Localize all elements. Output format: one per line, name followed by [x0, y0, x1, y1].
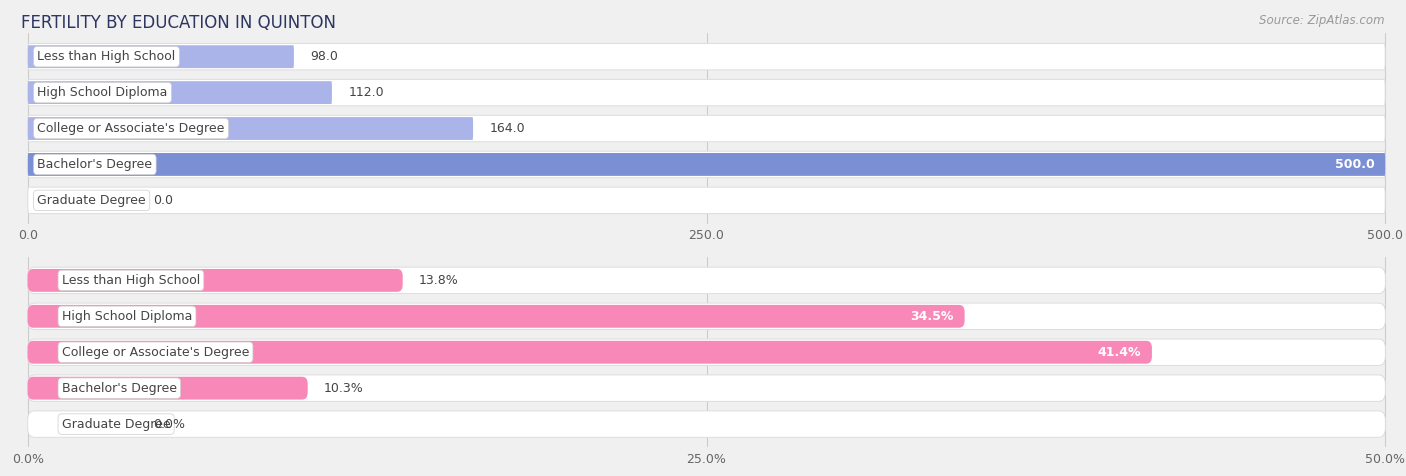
- FancyBboxPatch shape: [28, 341, 1152, 364]
- FancyBboxPatch shape: [28, 305, 965, 328]
- Text: 0.0: 0.0: [153, 194, 173, 207]
- Text: Graduate Degree: Graduate Degree: [38, 194, 146, 207]
- Text: Graduate Degree: Graduate Degree: [62, 417, 170, 431]
- Text: FERTILITY BY EDUCATION IN QUINTON: FERTILITY BY EDUCATION IN QUINTON: [21, 14, 336, 32]
- FancyBboxPatch shape: [28, 339, 1385, 366]
- Text: High School Diploma: High School Diploma: [38, 86, 167, 99]
- Text: 500.0: 500.0: [1334, 158, 1374, 171]
- FancyBboxPatch shape: [28, 375, 1385, 401]
- Text: Bachelor's Degree: Bachelor's Degree: [38, 158, 152, 171]
- FancyBboxPatch shape: [28, 81, 332, 104]
- FancyBboxPatch shape: [28, 45, 294, 68]
- FancyBboxPatch shape: [28, 187, 1385, 214]
- FancyBboxPatch shape: [28, 151, 1385, 178]
- Text: Bachelor's Degree: Bachelor's Degree: [62, 382, 177, 395]
- FancyBboxPatch shape: [28, 303, 1385, 329]
- Text: 34.5%: 34.5%: [910, 310, 953, 323]
- FancyBboxPatch shape: [28, 79, 1385, 106]
- Text: Source: ZipAtlas.com: Source: ZipAtlas.com: [1260, 14, 1385, 27]
- Text: 10.3%: 10.3%: [323, 382, 364, 395]
- Text: 41.4%: 41.4%: [1097, 346, 1140, 359]
- FancyBboxPatch shape: [28, 117, 472, 140]
- Text: 112.0: 112.0: [349, 86, 384, 99]
- Text: 13.8%: 13.8%: [419, 274, 458, 287]
- FancyBboxPatch shape: [28, 267, 1385, 294]
- Text: 164.0: 164.0: [489, 122, 524, 135]
- FancyBboxPatch shape: [28, 115, 1385, 142]
- FancyBboxPatch shape: [28, 269, 402, 292]
- Text: College or Associate's Degree: College or Associate's Degree: [38, 122, 225, 135]
- FancyBboxPatch shape: [28, 43, 1385, 70]
- FancyBboxPatch shape: [28, 377, 308, 399]
- Text: High School Diploma: High School Diploma: [62, 310, 193, 323]
- Text: 0.0%: 0.0%: [153, 417, 184, 431]
- Text: Less than High School: Less than High School: [62, 274, 200, 287]
- Text: 98.0: 98.0: [311, 50, 337, 63]
- Text: Less than High School: Less than High School: [38, 50, 176, 63]
- Text: College or Associate's Degree: College or Associate's Degree: [62, 346, 249, 359]
- FancyBboxPatch shape: [28, 411, 1385, 437]
- FancyBboxPatch shape: [28, 153, 1385, 176]
